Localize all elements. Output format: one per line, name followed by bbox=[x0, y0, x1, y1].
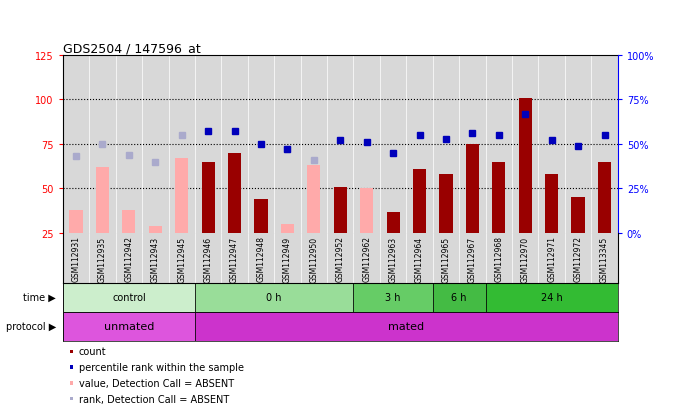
Text: mated: mated bbox=[388, 321, 424, 331]
Text: GSM112965: GSM112965 bbox=[441, 236, 450, 282]
Text: GSM112963: GSM112963 bbox=[389, 236, 398, 282]
Text: GSM112948: GSM112948 bbox=[256, 236, 265, 282]
Text: time ▶: time ▶ bbox=[24, 292, 56, 302]
Text: unmated: unmated bbox=[104, 321, 154, 331]
Bar bbox=[69, 210, 82, 233]
Bar bbox=[433, 283, 486, 312]
Text: GSM112947: GSM112947 bbox=[230, 236, 239, 282]
Text: GSM112964: GSM112964 bbox=[415, 236, 424, 282]
Text: GSM112950: GSM112950 bbox=[309, 236, 318, 282]
Text: GSM112972: GSM112972 bbox=[574, 236, 583, 282]
Bar bbox=[149, 226, 162, 233]
Bar bbox=[96, 168, 109, 233]
Text: 0 h: 0 h bbox=[267, 292, 282, 302]
Bar bbox=[307, 166, 320, 233]
Bar bbox=[439, 175, 452, 233]
Bar bbox=[254, 199, 267, 233]
Bar bbox=[353, 283, 433, 312]
Bar bbox=[63, 312, 195, 341]
Text: 24 h: 24 h bbox=[541, 292, 563, 302]
Bar bbox=[598, 162, 611, 233]
Bar bbox=[122, 210, 135, 233]
Text: GDS2504 / 147596_at: GDS2504 / 147596_at bbox=[63, 42, 200, 55]
Text: GSM112943: GSM112943 bbox=[151, 236, 160, 282]
Text: GSM112967: GSM112967 bbox=[468, 236, 477, 282]
Text: GSM113345: GSM113345 bbox=[600, 236, 609, 282]
Text: value, Detection Call = ABSENT: value, Detection Call = ABSENT bbox=[79, 378, 234, 388]
Text: GSM112946: GSM112946 bbox=[204, 236, 213, 282]
Text: GSM112949: GSM112949 bbox=[283, 236, 292, 282]
Text: rank, Detection Call = ABSENT: rank, Detection Call = ABSENT bbox=[79, 394, 229, 404]
Bar bbox=[334, 187, 347, 233]
Bar bbox=[545, 175, 558, 233]
Bar bbox=[360, 189, 373, 233]
Bar bbox=[572, 198, 585, 233]
Bar bbox=[486, 283, 618, 312]
Text: GSM112942: GSM112942 bbox=[124, 236, 133, 282]
Bar bbox=[466, 145, 479, 233]
Text: GSM112971: GSM112971 bbox=[547, 236, 556, 282]
Text: count: count bbox=[79, 347, 106, 356]
Text: 3 h: 3 h bbox=[385, 292, 401, 302]
Bar bbox=[228, 154, 242, 233]
Text: protocol ▶: protocol ▶ bbox=[6, 321, 56, 331]
Bar bbox=[195, 283, 353, 312]
Text: GSM112931: GSM112931 bbox=[71, 236, 80, 282]
Bar bbox=[413, 169, 426, 233]
Bar bbox=[519, 98, 532, 233]
Text: GSM112935: GSM112935 bbox=[98, 236, 107, 282]
Bar bbox=[63, 283, 195, 312]
Bar bbox=[202, 162, 215, 233]
Bar bbox=[492, 162, 505, 233]
Bar bbox=[175, 159, 188, 233]
Text: GSM112945: GSM112945 bbox=[177, 236, 186, 282]
Bar bbox=[195, 312, 618, 341]
Bar bbox=[281, 225, 294, 233]
Bar bbox=[387, 212, 400, 233]
Text: GSM112962: GSM112962 bbox=[362, 236, 371, 282]
Text: percentile rank within the sample: percentile rank within the sample bbox=[79, 362, 244, 372]
Text: GSM112968: GSM112968 bbox=[494, 236, 503, 282]
Text: GSM112970: GSM112970 bbox=[521, 236, 530, 282]
Text: control: control bbox=[112, 292, 146, 302]
Text: GSM112952: GSM112952 bbox=[336, 236, 345, 282]
Text: 6 h: 6 h bbox=[452, 292, 467, 302]
